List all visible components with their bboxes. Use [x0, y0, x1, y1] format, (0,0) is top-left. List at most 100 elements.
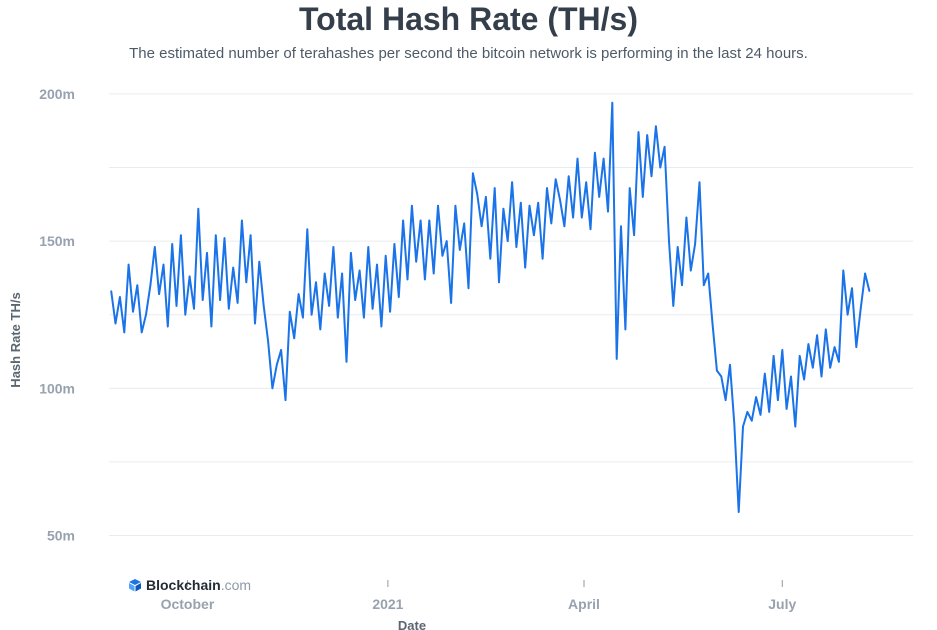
y-axis-label: Hash Rate TH/s — [8, 292, 23, 387]
data-point — [681, 284, 683, 287]
data-point — [768, 411, 770, 413]
data-point — [315, 281, 317, 284]
data-point — [459, 249, 461, 251]
data-point — [297, 293, 300, 295]
data-point — [816, 334, 818, 337]
data-point — [572, 216, 574, 219]
chart-title: Total Hash Rate (TH/s) — [299, 1, 638, 37]
data-point — [576, 157, 579, 160]
blockchain-cube-icon — [129, 579, 141, 592]
data-point — [363, 316, 365, 319]
data-point — [254, 322, 256, 325]
data-point — [158, 293, 160, 295]
data-point — [737, 511, 740, 513]
gridlines — [109, 93, 913, 537]
data-point — [467, 287, 470, 290]
data-point — [729, 364, 731, 366]
data-point — [537, 202, 539, 204]
data-point — [323, 272, 326, 275]
data-point — [411, 204, 413, 207]
data-point — [694, 243, 696, 245]
data-point — [533, 234, 535, 236]
data-point — [437, 204, 439, 207]
data-point — [184, 313, 187, 316]
data-point — [280, 349, 282, 351]
data-point — [276, 364, 278, 366]
data-point — [825, 328, 827, 331]
data-point — [829, 366, 831, 369]
data-point — [245, 281, 248, 284]
data-point — [371, 308, 374, 310]
data-point — [642, 196, 644, 198]
data-point — [607, 210, 609, 213]
x-tick-label: July — [768, 596, 796, 612]
data-point — [493, 187, 496, 189]
data-point — [306, 228, 309, 231]
data-point — [358, 269, 361, 272]
blockchain-brand[interactable]: Blockchain .com — [128, 576, 251, 594]
data-point — [236, 302, 239, 304]
data-point — [781, 349, 784, 351]
data-point — [655, 125, 657, 127]
data-point — [716, 369, 718, 372]
x-axis: October 2021 April July — [161, 580, 796, 612]
data-point — [838, 361, 840, 363]
data-point — [267, 340, 269, 343]
data-point — [798, 355, 801, 357]
data-point — [676, 246, 679, 248]
data-point — [733, 422, 736, 425]
data-point — [249, 234, 252, 236]
data-point — [180, 234, 182, 236]
data-point — [506, 240, 509, 242]
data-point — [145, 313, 147, 316]
data-point — [454, 204, 457, 207]
data-point — [406, 278, 409, 281]
data-point — [515, 246, 518, 248]
data-point — [663, 146, 666, 148]
data-point — [498, 281, 500, 284]
data-point — [140, 331, 143, 334]
data-point — [154, 246, 156, 248]
data-point — [720, 375, 723, 378]
data-point — [650, 175, 653, 178]
data-point — [859, 308, 862, 310]
data-point — [746, 411, 749, 413]
data-point — [441, 255, 444, 257]
data-point — [785, 408, 788, 410]
data-point — [659, 166, 662, 169]
data-point — [284, 399, 287, 401]
data-point — [219, 299, 221, 301]
data-point — [559, 199, 561, 201]
data-point — [345, 361, 348, 363]
data-point — [611, 101, 614, 104]
data-point — [193, 308, 195, 310]
data-point — [546, 187, 548, 189]
data-point — [842, 269, 845, 272]
data-point — [310, 313, 313, 316]
x-tick-label: April — [568, 596, 600, 612]
data-point — [332, 246, 335, 248]
data-point — [581, 216, 583, 219]
data-point — [803, 378, 805, 381]
data-point — [367, 246, 370, 248]
brand-suffix: .com — [220, 577, 252, 593]
data-point — [445, 240, 448, 242]
data-point — [598, 196, 600, 198]
data-point — [167, 325, 169, 328]
data-point — [384, 255, 387, 257]
data-point — [524, 266, 526, 269]
data-point — [794, 425, 797, 428]
data-point — [628, 187, 631, 189]
data-point — [742, 425, 744, 428]
data-point — [341, 272, 343, 275]
data-point — [511, 181, 513, 183]
data-point — [228, 308, 230, 310]
data-point — [415, 260, 418, 263]
data-point — [419, 219, 422, 222]
data-point — [772, 355, 775, 357]
data-point — [698, 181, 701, 183]
x-tick-label: 2021 — [372, 596, 403, 612]
data-point — [563, 225, 566, 228]
data-point — [820, 375, 823, 378]
